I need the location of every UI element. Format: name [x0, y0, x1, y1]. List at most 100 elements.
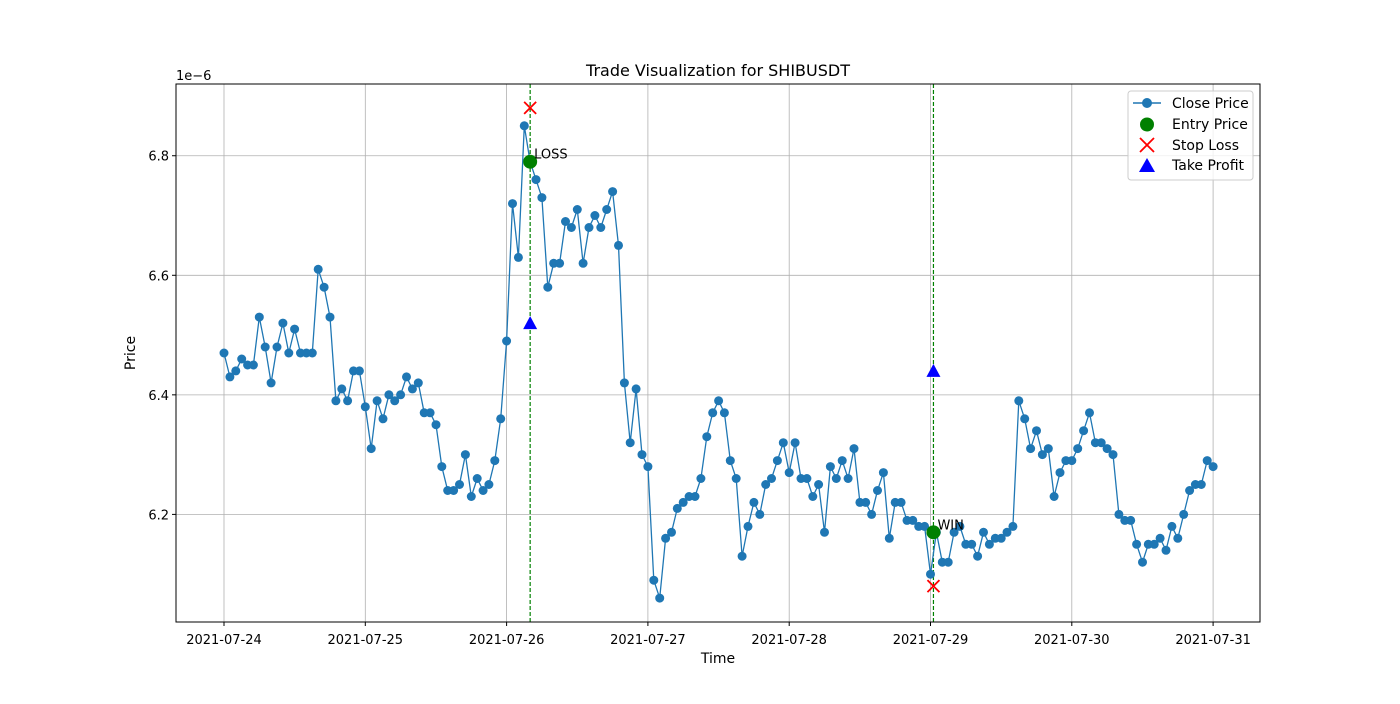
close-price-point — [307, 348, 317, 358]
close-price-point — [649, 575, 659, 585]
close-price-point — [290, 324, 300, 334]
close-price-point — [478, 486, 488, 495]
close-price-point — [384, 390, 394, 400]
close-price-point — [778, 438, 788, 448]
entry-price-marker — [523, 154, 538, 169]
legend-close-price-label: Close Price — [1172, 96, 1249, 112]
close-price-point — [772, 456, 782, 466]
close-price-point — [407, 384, 417, 394]
close-price-point — [578, 258, 588, 268]
chart-title: Trade Visualization for SHIBUSDT — [585, 61, 850, 80]
y-axis-label: Price — [123, 336, 139, 370]
y-tick-label: 6.8 — [148, 150, 169, 165]
close-price-point — [266, 378, 276, 388]
close-price-point — [884, 533, 894, 543]
close-price-point — [849, 444, 859, 454]
entry-price-marker — [926, 525, 941, 540]
close-price-point — [1067, 456, 1077, 466]
legend-box — [1127, 90, 1254, 181]
close-price-point — [602, 205, 612, 214]
close-price-point — [837, 456, 847, 466]
close-price-point — [625, 438, 635, 448]
legend: Close Price Entry Price Stop Loss Take P… — [1127, 90, 1254, 181]
trade-result-label: WIN — [937, 518, 963, 533]
close-price-point — [313, 264, 323, 274]
stop-loss-marker — [523, 101, 537, 115]
legend-take-profit-label: Take Profit — [1171, 158, 1245, 174]
x-tick-label: 2021-07-28 — [751, 633, 827, 648]
close-price-point — [1173, 533, 1183, 543]
close-price-point — [537, 193, 547, 203]
close-price-point — [979, 527, 988, 537]
close-price-point — [572, 205, 582, 214]
close-price-point — [555, 258, 565, 268]
close-price-point — [431, 420, 441, 430]
close-price-point — [678, 497, 688, 507]
marker-layer: LOSS WIN — [523, 101, 964, 593]
close-price-point — [508, 199, 517, 209]
close-price-point — [1114, 509, 1124, 519]
close-price-point — [1014, 396, 1024, 406]
legend-entry-price-icon — [1140, 117, 1154, 132]
close-price-point — [755, 509, 765, 519]
close-price-point — [260, 342, 270, 352]
close-price-point — [719, 408, 729, 418]
close-price-point — [737, 551, 747, 561]
close-price-point — [284, 348, 294, 358]
close-price-point — [1037, 450, 1047, 460]
close-price-point — [761, 480, 771, 489]
y-tick-label: 6.2 — [148, 508, 169, 523]
y-tick-label: 6.4 — [148, 389, 169, 404]
close-price-point — [790, 438, 800, 448]
close-price-point — [237, 354, 247, 364]
close-price-point — [390, 396, 400, 406]
close-price-point — [596, 223, 606, 232]
x-tick-label: 2021-07-26 — [469, 633, 545, 648]
close-price-point — [219, 348, 229, 358]
close-price-point — [331, 396, 341, 406]
close-price-point — [425, 408, 435, 418]
close-price-point — [825, 462, 835, 472]
close-price-point — [437, 462, 447, 472]
close-price-point — [278, 318, 288, 328]
close-price-point — [702, 432, 712, 442]
y-tick-label: 6.6 — [148, 269, 169, 284]
close-price-point — [696, 474, 706, 483]
close-price-point — [631, 384, 641, 394]
y-offset-text: 1e−6 — [176, 69, 211, 84]
close-price-point — [1020, 414, 1030, 424]
close-price-point — [1149, 539, 1159, 549]
close-price-point — [908, 515, 918, 525]
close-price-point — [1108, 450, 1118, 460]
close-price-point — [396, 390, 406, 400]
close-price-point — [1126, 515, 1136, 525]
close-price-point — [784, 468, 794, 478]
close-price-point — [619, 378, 629, 388]
close-price-point — [808, 492, 818, 501]
close-price-point — [896, 497, 906, 507]
close-price-point — [325, 312, 335, 322]
close-price-point — [1138, 557, 1147, 567]
close-price-point — [661, 533, 671, 543]
close-price-point — [690, 492, 700, 501]
close-price-point — [920, 521, 930, 531]
close-price-point — [254, 312, 264, 322]
close-price-point — [655, 593, 665, 603]
x-tick-label: 2021-07-27 — [610, 633, 686, 648]
legend-stop-loss-label: Stop Loss — [1172, 138, 1239, 154]
close-price-point — [231, 366, 241, 376]
close-price-point — [643, 462, 653, 472]
take-profit-marker — [926, 363, 941, 377]
close-price-point — [1026, 444, 1036, 454]
close-price-point — [1155, 533, 1165, 543]
close-price-point — [831, 474, 841, 483]
close-price-point — [1079, 426, 1089, 436]
close-price-point — [519, 121, 529, 131]
close-price-point — [708, 408, 718, 418]
close-price-point — [460, 450, 470, 460]
close-price-point — [608, 187, 618, 197]
close-price-point — [955, 521, 965, 531]
close-price-point — [566, 223, 576, 232]
close-price-point — [637, 450, 647, 460]
